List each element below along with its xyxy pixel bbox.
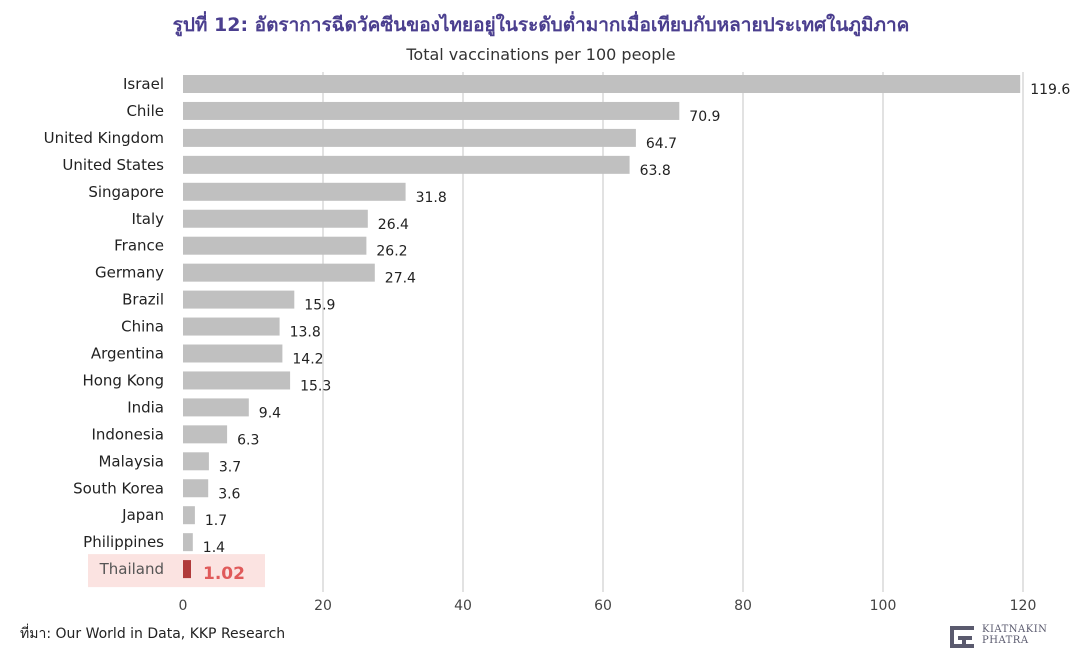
bar-italy (183, 209, 368, 228)
category-label: Indonesia (91, 425, 164, 443)
bar-israel (183, 75, 1021, 93)
category-label: Singapore (88, 183, 164, 201)
bar-china (183, 317, 280, 336)
category-label: United States (62, 156, 164, 174)
bar-germany (183, 263, 375, 282)
category-label: France (114, 237, 164, 255)
value-label: 64.7 (646, 136, 677, 152)
bar-indonesia (183, 425, 228, 444)
value-label: 1.7 (205, 513, 227, 529)
value-label: 1.4 (203, 540, 225, 556)
bar-united-states (183, 155, 630, 174)
bar-united-kingdom (183, 128, 636, 147)
bar-india (183, 398, 249, 417)
value-label: 15.9 (304, 298, 335, 314)
category-label: Chile (126, 102, 164, 120)
kiatnakin-phatra-logo: KIATNAKIN PHATRA (948, 622, 1058, 652)
value-label: 1.02 (203, 564, 245, 584)
category-label: India (127, 398, 164, 416)
bar-chile (183, 101, 680, 120)
bar-hong-kong (183, 371, 291, 390)
category-label: Philippines (83, 533, 164, 551)
bar-argentina (183, 344, 283, 363)
value-label: 26.2 (376, 244, 407, 260)
category-label: Argentina (91, 345, 164, 363)
x-tick-label: 40 (454, 598, 472, 614)
value-label: 27.4 (385, 271, 416, 287)
value-label: 14.2 (292, 352, 323, 368)
bar-japan (183, 506, 195, 525)
category-label: Germany (95, 264, 164, 282)
value-label: 119.6 (1030, 82, 1070, 98)
highlight-background (88, 554, 265, 588)
category-label: Malaysia (98, 452, 164, 470)
category-label: Japan (121, 506, 164, 524)
value-label: 6.3 (237, 432, 259, 448)
category-label: Hong Kong (82, 371, 164, 389)
category-label: United Kingdom (44, 129, 164, 147)
category-label: Thailand (99, 560, 164, 578)
x-tick-label: 0 (179, 598, 188, 614)
category-label: Brazil (122, 291, 164, 309)
bar-france (183, 236, 367, 255)
logo-line-2: PHATRA (982, 635, 1029, 646)
bar-philippines (183, 533, 193, 552)
bar-thailand (183, 560, 191, 579)
category-label: China (121, 318, 164, 336)
kkp-logo-icon (950, 626, 974, 648)
value-label: 3.7 (219, 459, 241, 475)
value-label: 3.6 (218, 486, 240, 502)
bar-malaysia (183, 452, 209, 471)
x-tick-label: 100 (870, 598, 897, 614)
logo-line-1: KIATNAKIN (982, 624, 1048, 635)
value-label: 63.8 (640, 163, 671, 179)
value-label: 9.4 (259, 405, 281, 421)
x-tick-label: 60 (594, 598, 612, 614)
value-label: 70.9 (689, 109, 720, 125)
category-label: South Korea (73, 479, 164, 497)
bar-singapore (183, 182, 406, 201)
chart-title: รูปที่ 12: อัตราการฉีดวัคซีนของไทยอยู่ใน… (172, 14, 910, 36)
category-label: Israel (123, 75, 164, 93)
value-label: 13.8 (290, 325, 321, 341)
value-label: 31.8 (416, 190, 447, 206)
bar-south-korea (183, 479, 209, 498)
x-tick-label: 20 (314, 598, 332, 614)
bar-brazil (183, 290, 295, 309)
x-tick-label: 80 (734, 598, 752, 614)
source-note: ที่มา: Our World in Data, KKP Research (20, 626, 286, 642)
x-tick-label: 120 (1010, 598, 1037, 614)
value-label: 26.4 (378, 217, 409, 233)
chart-subtitle: Total vaccinations per 100 people (406, 45, 676, 64)
category-label: Italy (131, 210, 164, 228)
bar-chart: Israel 119.6 Chile 70.9 United Kingdom 64.7 Un… (44, 72, 1070, 614)
value-label: 15.3 (300, 378, 331, 394)
